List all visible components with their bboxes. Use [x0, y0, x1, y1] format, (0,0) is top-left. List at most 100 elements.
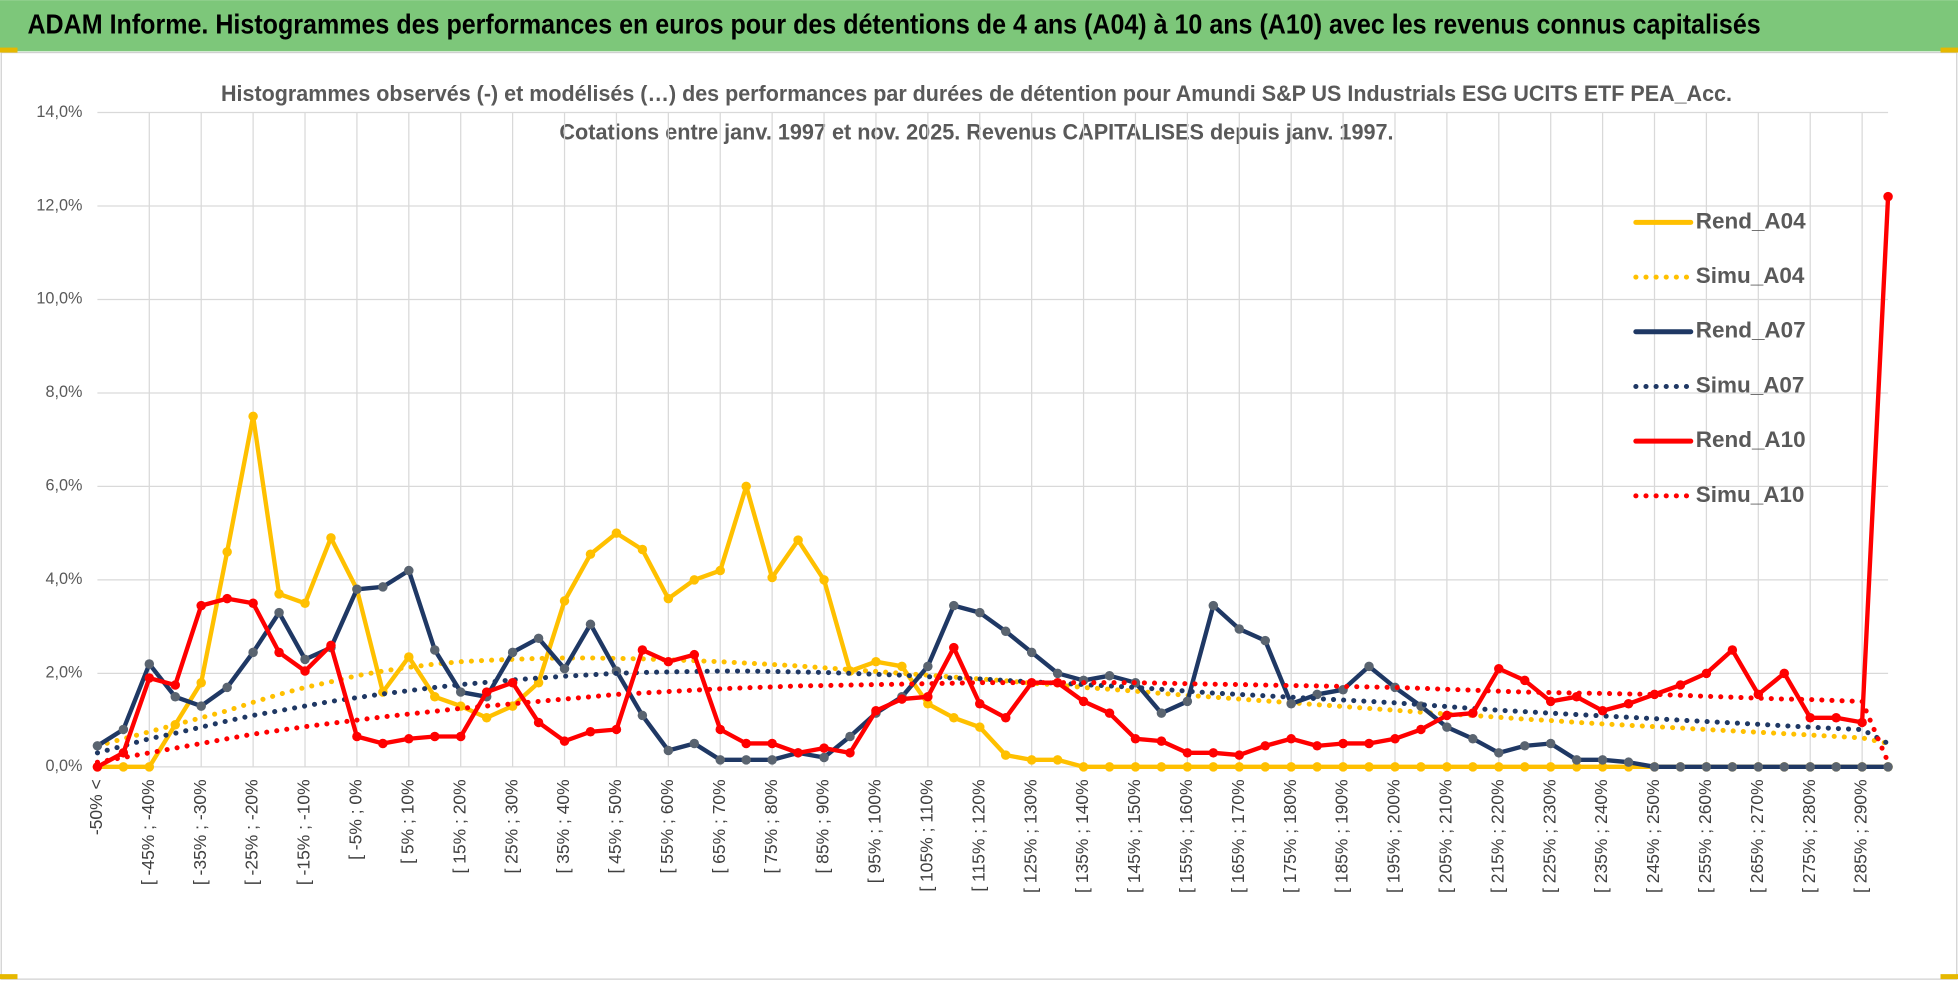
- y-tick-label: 4,0%: [45, 570, 82, 588]
- data-point: [1805, 713, 1815, 723]
- data-point: [1338, 762, 1348, 772]
- x-tick-label: [ -35% ; -30%: [190, 779, 210, 885]
- data-point: [300, 598, 310, 609]
- data-point: [222, 593, 232, 604]
- data-point: [170, 680, 181, 690]
- data-point: [430, 645, 440, 655]
- data-point: [559, 663, 570, 674]
- corner: [1940, 974, 1958, 980]
- data-point: [1364, 661, 1374, 672]
- data-point: [1520, 675, 1530, 686]
- data-point: [1442, 722, 1452, 732]
- data-point: [559, 596, 570, 606]
- x-tick-label: [ 105% ; 110%: [916, 779, 936, 891]
- data-point: [585, 619, 596, 630]
- data-point: [741, 738, 751, 749]
- data-point: [949, 642, 959, 653]
- data-point: [1545, 696, 1556, 707]
- x-tick-label: [ 35% ; 40%: [553, 779, 573, 873]
- data-point: [1000, 713, 1011, 723]
- series-line: [94, 680, 1891, 765]
- x-tick-label: [ 235% ; 240%: [1591, 779, 1611, 893]
- series-line: [94, 655, 1891, 749]
- banner: [0, 0, 1958, 52]
- data-point: [1104, 708, 1115, 718]
- data-point: [689, 575, 700, 585]
- data-point: [793, 748, 803, 758]
- data-point: [1156, 762, 1167, 772]
- corner: [0, 974, 18, 980]
- data-point: [897, 694, 907, 704]
- data-point: [689, 649, 700, 660]
- data-point: [404, 652, 414, 662]
- data-point: [1156, 736, 1167, 746]
- chart-border: [0, 51, 1958, 980]
- data-point: [1104, 670, 1115, 681]
- x-tick-label: [ 145% ; 150%: [1124, 779, 1144, 893]
- x-tick-label: [ 135% ; 140%: [1072, 779, 1092, 893]
- corner: [1940, 47, 1958, 53]
- x-tick-label: [ 55% ; 60%: [657, 779, 677, 873]
- data-point: [430, 731, 440, 742]
- data-point: [819, 743, 829, 753]
- data-point: [1390, 734, 1400, 744]
- x-tick-label: [ 195% ; 200%: [1384, 779, 1404, 893]
- data-point: [1468, 734, 1478, 744]
- data-point: [1364, 738, 1374, 749]
- legend-label: Rend_A10: [1696, 427, 1806, 452]
- data-point: [1130, 734, 1141, 744]
- x-tick-label: [ 25% ; 30%: [501, 779, 521, 873]
- data-point: [1597, 755, 1608, 765]
- data-point: [92, 741, 103, 751]
- data-point: [715, 755, 725, 765]
- data-point: [663, 593, 674, 604]
- data-point: [1182, 748, 1193, 758]
- data-point: [352, 584, 362, 594]
- data-point: [1208, 748, 1219, 758]
- data-point: [1494, 748, 1504, 758]
- data-point: [1208, 762, 1219, 772]
- data-point: [1182, 762, 1193, 772]
- x-tick-label: [ -15% ; -10%: [294, 779, 314, 885]
- data-point: [1390, 762, 1400, 772]
- data-point: [455, 687, 466, 697]
- data-point: [222, 547, 232, 557]
- corner: [0, 47, 18, 53]
- data-point: [1286, 734, 1296, 744]
- data-point: [1494, 762, 1504, 772]
- x-tick-label: [ 155% ; 160%: [1176, 779, 1196, 893]
- data-point: [274, 607, 284, 618]
- data-point: [715, 724, 725, 735]
- legend-label: Rend_A04: [1696, 208, 1806, 233]
- legend-label: Rend_A07: [1696, 318, 1806, 343]
- x-tick-label: [ 115% ; 120%: [968, 779, 988, 891]
- data-point: [430, 691, 440, 702]
- data-point: [1104, 762, 1115, 772]
- data-point: [481, 713, 492, 723]
- x-tick-label: [ 245% ; 250%: [1643, 779, 1663, 893]
- x-tick-label: [ 185% ; 190%: [1332, 779, 1352, 893]
- data-point: [1545, 738, 1556, 749]
- x-tick-label: [ 65% ; 70%: [709, 779, 729, 873]
- data-point: [352, 731, 362, 742]
- data-point: [871, 706, 881, 716]
- data-point: [1779, 668, 1790, 679]
- data-point: [1182, 696, 1193, 707]
- data-point: [1494, 663, 1504, 674]
- data-point: [1779, 762, 1790, 772]
- data-point: [1156, 708, 1167, 718]
- data-point: [533, 717, 544, 728]
- data-point: [1260, 762, 1270, 772]
- data-point: [559, 736, 570, 746]
- data-point: [92, 762, 103, 772]
- x-tick-label: [ 85% ; 90%: [813, 779, 833, 873]
- x-tick-label: [ 125% ; 130%: [1020, 779, 1040, 893]
- y-tick-label: 14,0%: [36, 103, 82, 121]
- data-point: [1545, 762, 1556, 772]
- data-point: [611, 528, 622, 538]
- data-point: [819, 575, 829, 585]
- y-tick-label: 12,0%: [36, 196, 82, 214]
- data-point: [1831, 762, 1841, 772]
- data-point: [378, 738, 388, 749]
